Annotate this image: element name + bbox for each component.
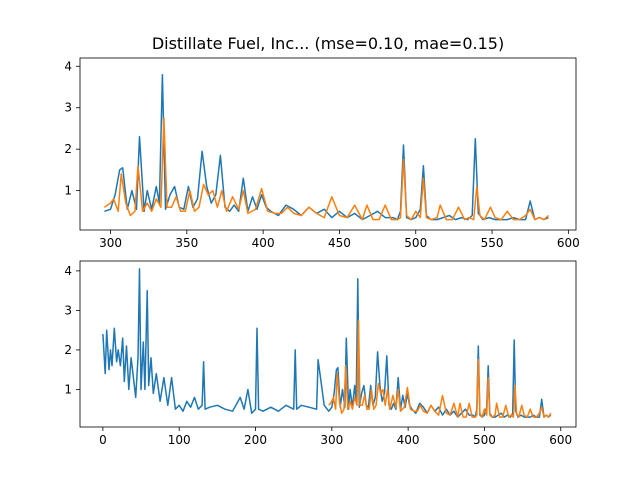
x-tick-label: 400 xyxy=(397,433,420,447)
x-tick-label: 450 xyxy=(328,236,351,250)
x-tick-label: 300 xyxy=(99,236,122,250)
top-plot: 300 350 400 450 500 550 600 1 2 3 4 xyxy=(64,57,580,250)
x-tick-label: 500 xyxy=(404,236,427,250)
chart-title: Distillate Fuel, Inc... (mse=0.10, mae=0… xyxy=(152,34,504,53)
axes-frame xyxy=(79,260,577,428)
y-tick-label: 3 xyxy=(64,101,72,115)
y-tick-label: 1 xyxy=(64,184,72,198)
x-tick-label: 400 xyxy=(252,236,275,250)
y-tick-label: 3 xyxy=(64,303,72,317)
y-tick-label: 2 xyxy=(64,142,72,156)
x-tick-label: 200 xyxy=(244,433,267,447)
y-tick-label: 4 xyxy=(64,264,72,278)
x-tick-label: 600 xyxy=(557,236,580,250)
series-line-0 xyxy=(102,268,552,418)
y-tick-label: 1 xyxy=(64,382,72,396)
x-tick-label: 550 xyxy=(481,236,504,250)
x-tick-label: 100 xyxy=(168,433,191,447)
x-tick-label: 600 xyxy=(549,433,572,447)
x-tick-label: 0 xyxy=(99,433,107,447)
y-tick-label: 4 xyxy=(64,59,72,73)
x-tick-label: 300 xyxy=(320,433,343,447)
series-line-0 xyxy=(104,73,549,221)
series-line-1 xyxy=(103,117,550,221)
axes-frame xyxy=(79,57,577,231)
bottom-plot: 0 100 200 300 400 500 600 1 2 3 4 xyxy=(64,260,577,447)
x-tick-label: 500 xyxy=(473,433,496,447)
x-tick-label: 350 xyxy=(175,236,198,250)
y-tick-label: 2 xyxy=(64,343,72,357)
series-line-1 xyxy=(328,319,552,418)
